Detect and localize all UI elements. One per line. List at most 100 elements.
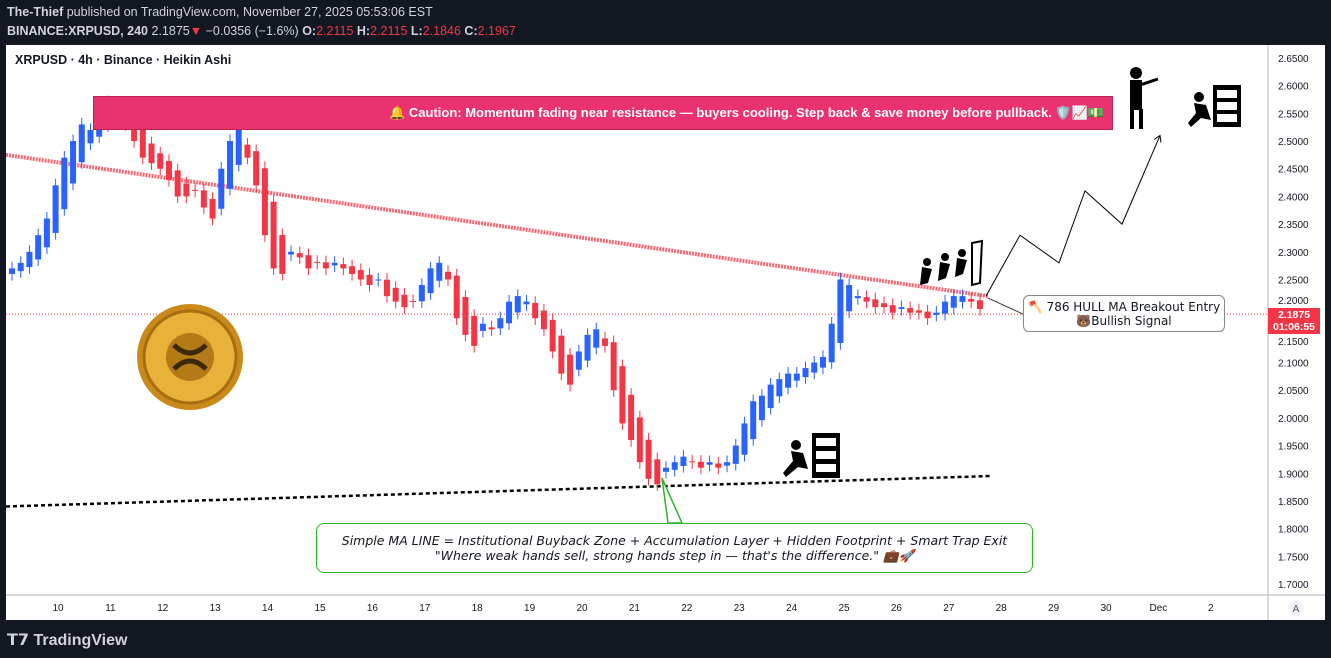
candle-body bbox=[349, 266, 356, 274]
author[interactable]: The-Thief bbox=[7, 5, 64, 19]
candle-body bbox=[322, 262, 329, 269]
candle bbox=[383, 273, 390, 303]
candle-body bbox=[872, 299, 879, 308]
candle bbox=[610, 335, 617, 397]
candle bbox=[165, 154, 172, 187]
candle-body bbox=[218, 168, 225, 209]
tradingview-logo[interactable]: 𝗧𝟳 TradingView bbox=[7, 630, 127, 650]
candle bbox=[392, 281, 399, 309]
candle bbox=[340, 257, 347, 276]
candle-body bbox=[17, 262, 24, 272]
candle bbox=[9, 261, 15, 281]
candle-body bbox=[933, 312, 940, 315]
candle bbox=[17, 256, 24, 278]
auto-scale-button[interactable] bbox=[1288, 600, 1304, 616]
candle-body bbox=[593, 329, 600, 348]
candle bbox=[227, 134, 233, 196]
publish-date: published on TradingView.com, November 2… bbox=[66, 5, 433, 19]
candle bbox=[968, 292, 975, 309]
candle bbox=[357, 263, 364, 287]
time-tick: 20 bbox=[576, 603, 588, 614]
candle-body bbox=[445, 271, 451, 280]
candle-body bbox=[863, 297, 870, 302]
price-tick: 2.6000 bbox=[1278, 82, 1309, 93]
candle-body bbox=[288, 251, 295, 255]
candle bbox=[43, 211, 50, 254]
time-tick: Dec bbox=[1150, 603, 1168, 614]
candle-body bbox=[366, 274, 373, 286]
current-price: 2.1875 bbox=[1277, 309, 1311, 321]
candle-body bbox=[575, 351, 582, 370]
candle-body bbox=[61, 157, 68, 210]
price-tick: 2.0000 bbox=[1278, 414, 1309, 425]
publish-info: The-Thief published on TradingView.com, … bbox=[7, 5, 433, 19]
candle-body bbox=[479, 323, 486, 331]
candle bbox=[366, 268, 373, 292]
candle-body bbox=[514, 296, 521, 313]
time-tick: 24 bbox=[786, 603, 798, 614]
candle-body bbox=[427, 268, 434, 294]
chart-svg[interactable]: 2.6500 2.6000 2.5500 2.5000 2.4500 2.4000 2.35… bbox=[5, 45, 1325, 620]
candle-body bbox=[401, 294, 408, 308]
candle-body bbox=[732, 445, 739, 464]
auto-scale-label: A bbox=[1293, 604, 1300, 615]
chart-legend[interactable]: XRPUSD · 4h · Binance · Heikin Ashi bbox=[15, 53, 232, 67]
candle-body bbox=[52, 185, 59, 233]
trader-with-cash-icon-bottom bbox=[783, 433, 840, 478]
candle-body bbox=[907, 308, 914, 313]
candle bbox=[854, 289, 861, 305]
price-tick: 2.0500 bbox=[1278, 386, 1309, 397]
candle-body bbox=[26, 251, 33, 268]
time-tick: 29 bbox=[1048, 603, 1060, 614]
open-value: 2.2115 bbox=[316, 24, 354, 38]
candle bbox=[697, 455, 704, 475]
candle-body bbox=[776, 379, 783, 397]
candle-body bbox=[924, 311, 931, 319]
candle-body bbox=[375, 279, 382, 281]
candle bbox=[471, 309, 478, 353]
price-axis[interactable]: 2.6500 2.6000 2.5500 2.5000 2.4500 2.4000 2.35… bbox=[1278, 54, 1309, 591]
candle bbox=[724, 455, 731, 473]
candle bbox=[270, 195, 277, 276]
candle bbox=[750, 394, 757, 446]
candle bbox=[52, 178, 59, 240]
down-arrow-icon: ▼ bbox=[189, 24, 203, 38]
candle-body bbox=[9, 268, 15, 274]
projection-path bbox=[985, 135, 1161, 297]
candle bbox=[305, 248, 312, 276]
candle bbox=[375, 272, 382, 287]
price-tick: 2.1500 bbox=[1278, 337, 1309, 348]
time-axis[interactable]: 10 11 12 13 14 15 16 17 18 19 20 21 22 23 24 25 26 27 28 29… bbox=[52, 600, 1304, 616]
candle-body bbox=[846, 285, 853, 312]
candle-body bbox=[227, 141, 233, 189]
candle-body bbox=[453, 275, 460, 319]
candle bbox=[802, 361, 809, 384]
candle bbox=[218, 162, 225, 216]
candle bbox=[758, 389, 765, 427]
candle bbox=[174, 163, 181, 204]
candle-body bbox=[898, 307, 905, 309]
candle bbox=[846, 278, 853, 318]
candle-body bbox=[462, 296, 469, 335]
time-tick: 28 bbox=[996, 603, 1008, 614]
xrp-coin-icon bbox=[137, 304, 243, 410]
candle bbox=[314, 255, 321, 270]
candle bbox=[837, 272, 844, 350]
candle bbox=[828, 317, 835, 369]
candle-body bbox=[619, 366, 626, 424]
time-tick: 27 bbox=[943, 603, 955, 614]
simple-ma-line[interactable] bbox=[5, 474, 991, 508]
candle bbox=[296, 246, 303, 264]
candle-body bbox=[139, 129, 146, 158]
candle bbox=[331, 256, 338, 273]
candle bbox=[898, 300, 905, 316]
candle-body bbox=[305, 255, 312, 269]
candle bbox=[767, 378, 774, 415]
candle-body bbox=[567, 354, 574, 385]
time-tick: 18 bbox=[472, 603, 484, 614]
candle-body bbox=[410, 300, 417, 302]
candle bbox=[942, 294, 949, 321]
candle bbox=[558, 329, 565, 381]
candle bbox=[200, 183, 207, 215]
time-tick: 25 bbox=[838, 603, 850, 614]
